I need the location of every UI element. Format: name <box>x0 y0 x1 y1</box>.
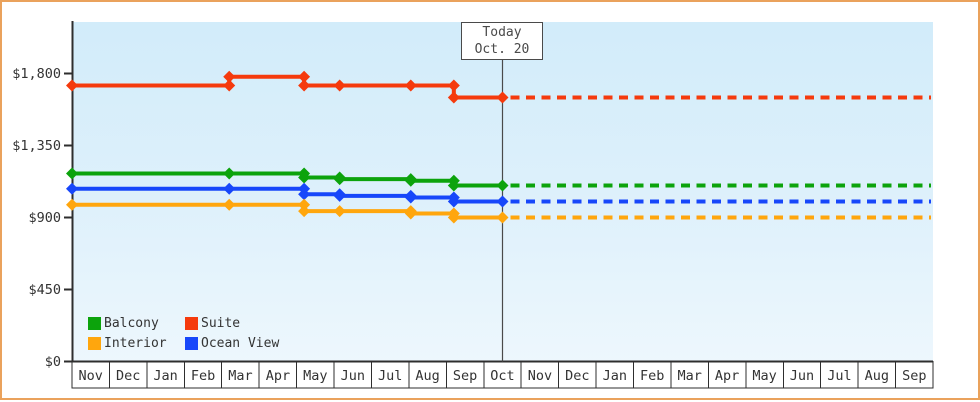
series-marker-suite <box>496 91 509 104</box>
legend-label-ocean-view: Ocean View <box>201 335 280 351</box>
month-label: Dec <box>116 368 140 384</box>
legend-label-balcony: Balcony <box>104 315 159 331</box>
y-tick-label: $0 <box>45 354 61 370</box>
legend-row: Interior Ocean View <box>88 333 279 353</box>
today-label: Today <box>482 25 522 40</box>
today-date: Oct. 20 <box>474 42 530 57</box>
series-marker-suite <box>66 79 78 92</box>
series-marker-balcony <box>66 167 78 180</box>
y-tick-label: $450 <box>28 282 61 298</box>
month-label: Jul <box>827 368 851 384</box>
series-marker-ocean-view <box>66 182 78 195</box>
series-marker-suite <box>298 70 311 83</box>
month-label: Mar <box>228 368 252 384</box>
legend-label-interior: Interior <box>104 335 167 351</box>
legend-item-suite: Suite <box>185 316 240 331</box>
month-label: Jun <box>341 368 365 384</box>
month-label: Jun <box>790 368 814 384</box>
month-label: Apr <box>266 368 290 384</box>
legend-item-interior: Interior <box>88 336 185 351</box>
month-label: May <box>303 368 327 384</box>
legend-swatch-suite <box>185 316 198 330</box>
month-label: Nov <box>528 368 552 384</box>
series-marker-balcony <box>496 179 509 192</box>
series-marker-interior <box>66 198 78 211</box>
legend-item-ocean-view: Ocean View <box>185 336 279 351</box>
month-label: Dec <box>565 368 589 384</box>
month-label: Aug <box>865 368 889 384</box>
month-label: Apr <box>715 368 739 384</box>
month-label: Sep <box>453 368 477 384</box>
legend-swatch-interior <box>88 336 101 350</box>
month-label: Nov <box>79 368 103 384</box>
series-marker-ocean-view <box>496 195 509 208</box>
legend-swatch-ocean-view <box>185 336 198 350</box>
month-label: May <box>752 368 776 384</box>
today-marker-box: Today Oct. 20 <box>461 22 543 60</box>
month-label: Feb <box>640 368 664 384</box>
legend-row: Balcony Suite <box>88 313 279 333</box>
series-marker-interior <box>496 211 509 224</box>
month-label: Sep <box>902 368 926 384</box>
month-label: Jul <box>378 368 402 384</box>
series-marker-suite <box>223 79 236 92</box>
month-label: Jan <box>603 368 627 384</box>
legend-item-balcony: Balcony <box>88 316 185 331</box>
month-strip <box>71 361 934 389</box>
y-tick-label: $900 <box>28 210 61 226</box>
series-marker-interior <box>298 198 311 211</box>
month-label: Jan <box>153 368 177 384</box>
month-label: Mar <box>677 368 701 384</box>
series-marker-suite <box>447 79 460 92</box>
month-label: Feb <box>191 368 215 384</box>
legend-swatch-balcony <box>88 316 101 330</box>
y-tick-label: $1,350 <box>12 138 61 154</box>
y-tick-label: $1,800 <box>12 66 61 82</box>
legend: Balcony Suite Interior Ocean View <box>88 313 279 353</box>
month-label: Oct <box>490 368 514 384</box>
legend-label-suite: Suite <box>201 315 241 331</box>
month-label: Aug <box>415 368 439 384</box>
